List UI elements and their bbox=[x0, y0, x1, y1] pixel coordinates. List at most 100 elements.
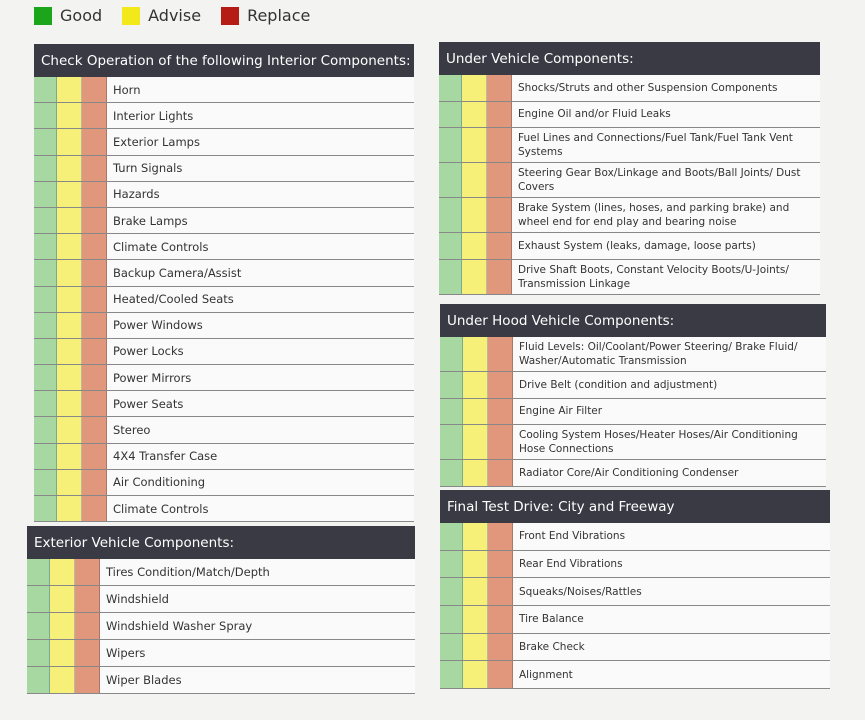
good-checkbox[interactable] bbox=[34, 496, 57, 522]
advise-checkbox[interactable] bbox=[57, 496, 82, 522]
replace-checkbox[interactable] bbox=[75, 559, 100, 585]
replace-checkbox[interactable] bbox=[75, 667, 100, 693]
good-checkbox[interactable] bbox=[34, 207, 57, 234]
good-checkbox[interactable] bbox=[34, 443, 57, 469]
replace-checkbox[interactable] bbox=[82, 234, 107, 260]
advise-checkbox[interactable] bbox=[463, 523, 488, 550]
advise-checkbox[interactable] bbox=[463, 578, 488, 606]
good-checkbox[interactable] bbox=[27, 640, 50, 666]
replace-checkbox[interactable] bbox=[82, 417, 107, 443]
good-checkbox[interactable] bbox=[440, 550, 463, 578]
advise-checkbox[interactable] bbox=[463, 398, 488, 424]
good-checkbox[interactable] bbox=[34, 260, 57, 286]
good-checkbox[interactable] bbox=[27, 586, 50, 612]
advise-checkbox[interactable] bbox=[463, 460, 488, 486]
good-checkbox[interactable] bbox=[439, 128, 462, 162]
advise-checkbox[interactable] bbox=[57, 365, 82, 391]
good-checkbox[interactable] bbox=[439, 75, 462, 101]
good-checkbox[interactable] bbox=[440, 633, 463, 661]
good-checkbox[interactable] bbox=[34, 417, 57, 443]
good-checkbox[interactable] bbox=[27, 667, 50, 693]
advise-checkbox[interactable] bbox=[50, 640, 75, 666]
advise-checkbox[interactable] bbox=[462, 163, 487, 197]
replace-checkbox[interactable] bbox=[82, 103, 107, 129]
advise-checkbox[interactable] bbox=[57, 181, 82, 207]
advise-checkbox[interactable] bbox=[462, 259, 487, 294]
replace-checkbox[interactable] bbox=[82, 338, 107, 365]
good-checkbox[interactable] bbox=[439, 233, 462, 259]
advise-checkbox[interactable] bbox=[57, 417, 82, 443]
advise-checkbox[interactable] bbox=[462, 233, 487, 259]
replace-checkbox[interactable] bbox=[82, 496, 107, 522]
good-checkbox[interactable] bbox=[440, 398, 463, 424]
advise-checkbox[interactable] bbox=[463, 425, 488, 459]
replace-checkbox[interactable] bbox=[82, 77, 107, 103]
advise-checkbox[interactable] bbox=[57, 207, 82, 234]
good-checkbox[interactable] bbox=[34, 338, 57, 365]
advise-checkbox[interactable] bbox=[463, 633, 488, 661]
advise-checkbox[interactable] bbox=[463, 661, 488, 689]
advise-checkbox[interactable] bbox=[463, 550, 488, 578]
replace-checkbox[interactable] bbox=[82, 155, 107, 181]
good-checkbox[interactable] bbox=[440, 578, 463, 606]
replace-checkbox[interactable] bbox=[82, 286, 107, 312]
advise-checkbox[interactable] bbox=[57, 312, 82, 338]
replace-checkbox[interactable] bbox=[488, 523, 513, 550]
advise-checkbox[interactable] bbox=[50, 586, 75, 612]
good-checkbox[interactable] bbox=[34, 391, 57, 417]
good-checkbox[interactable] bbox=[440, 460, 463, 486]
replace-checkbox[interactable] bbox=[82, 181, 107, 207]
replace-checkbox[interactable] bbox=[488, 460, 513, 486]
replace-checkbox[interactable] bbox=[488, 578, 513, 606]
good-checkbox[interactable] bbox=[27, 559, 50, 585]
good-checkbox[interactable] bbox=[34, 234, 57, 260]
good-checkbox[interactable] bbox=[439, 198, 462, 232]
replace-checkbox[interactable] bbox=[488, 425, 513, 459]
replace-checkbox[interactable] bbox=[488, 372, 513, 398]
replace-checkbox[interactable] bbox=[75, 613, 100, 639]
good-checkbox[interactable] bbox=[34, 155, 57, 181]
good-checkbox[interactable] bbox=[439, 101, 462, 127]
advise-checkbox[interactable] bbox=[57, 103, 82, 129]
advise-checkbox[interactable] bbox=[462, 75, 487, 101]
advise-checkbox[interactable] bbox=[57, 443, 82, 469]
advise-checkbox[interactable] bbox=[462, 101, 487, 127]
replace-checkbox[interactable] bbox=[487, 163, 512, 197]
replace-checkbox[interactable] bbox=[75, 586, 100, 612]
good-checkbox[interactable] bbox=[440, 372, 463, 398]
good-checkbox[interactable] bbox=[34, 469, 57, 495]
advise-checkbox[interactable] bbox=[50, 559, 75, 585]
advise-checkbox[interactable] bbox=[57, 129, 82, 155]
advise-checkbox[interactable] bbox=[57, 77, 82, 103]
replace-checkbox[interactable] bbox=[82, 443, 107, 469]
good-checkbox[interactable] bbox=[439, 259, 462, 294]
good-checkbox[interactable] bbox=[34, 365, 57, 391]
replace-checkbox[interactable] bbox=[488, 633, 513, 661]
replace-checkbox[interactable] bbox=[75, 640, 100, 666]
replace-checkbox[interactable] bbox=[82, 207, 107, 234]
advise-checkbox[interactable] bbox=[57, 155, 82, 181]
good-checkbox[interactable] bbox=[34, 312, 57, 338]
replace-checkbox[interactable] bbox=[488, 606, 513, 633]
advise-checkbox[interactable] bbox=[50, 667, 75, 693]
advise-checkbox[interactable] bbox=[50, 613, 75, 639]
replace-checkbox[interactable] bbox=[487, 233, 512, 259]
replace-checkbox[interactable] bbox=[82, 469, 107, 495]
advise-checkbox[interactable] bbox=[57, 286, 82, 312]
advise-checkbox[interactable] bbox=[463, 372, 488, 398]
replace-checkbox[interactable] bbox=[82, 391, 107, 417]
good-checkbox[interactable] bbox=[440, 425, 463, 459]
replace-checkbox[interactable] bbox=[488, 337, 513, 371]
replace-checkbox[interactable] bbox=[487, 75, 512, 101]
replace-checkbox[interactable] bbox=[488, 661, 513, 689]
good-checkbox[interactable] bbox=[34, 103, 57, 129]
replace-checkbox[interactable] bbox=[488, 398, 513, 424]
advise-checkbox[interactable] bbox=[462, 198, 487, 232]
advise-checkbox[interactable] bbox=[57, 469, 82, 495]
good-checkbox[interactable] bbox=[34, 181, 57, 207]
good-checkbox[interactable] bbox=[440, 661, 463, 689]
replace-checkbox[interactable] bbox=[487, 128, 512, 162]
replace-checkbox[interactable] bbox=[82, 260, 107, 286]
advise-checkbox[interactable] bbox=[57, 260, 82, 286]
replace-checkbox[interactable] bbox=[487, 198, 512, 232]
